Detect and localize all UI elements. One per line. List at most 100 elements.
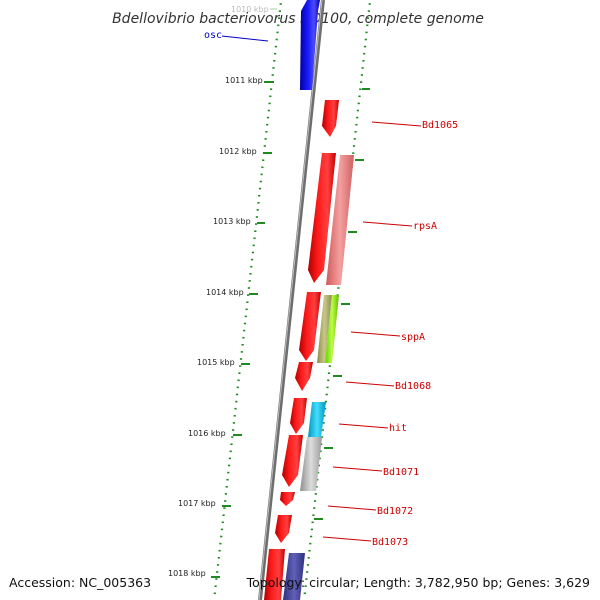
- tick-mark: [241, 344, 244, 346]
- gene-label[interactable]: Bd1073: [372, 537, 408, 548]
- gene-next-navy[interactable]: [283, 553, 305, 600]
- tick-mark: [327, 372, 331, 374]
- tick-mark: [217, 557, 220, 559]
- tick-mark: [242, 336, 245, 339]
- tick-mark: [226, 478, 229, 481]
- tick-mark: [320, 443, 323, 445]
- tick-mark: [274, 52, 277, 55]
- tick-mark: [360, 74, 363, 76]
- tick-mark: [364, 38, 367, 41]
- tick-mark: [256, 209, 259, 211]
- tick-mark: [259, 180, 262, 183]
- tick-mark: [246, 301, 249, 303]
- tick-mark: [216, 564, 220, 566]
- tick-mark: [254, 230, 257, 232]
- tick-mark: [215, 578, 218, 580]
- gene-osc[interactable]: [300, 0, 320, 90]
- tick-mark: [238, 372, 241, 374]
- tick-mark: [267, 109, 270, 112]
- tick-mark: [325, 393, 328, 396]
- tick-mark: [278, 10, 281, 12]
- tick-mark: [304, 585, 307, 587]
- tick-mark: [361, 67, 364, 69]
- gene-hit[interactable]: [290, 398, 307, 434]
- gene-label[interactable]: Bd1071: [383, 467, 419, 478]
- tick-mark: [324, 400, 327, 403]
- gene-features: [264, 0, 354, 600]
- gene-bd1065[interactable]: [322, 100, 339, 137]
- tick-mark: [367, 10, 370, 12]
- tick-mark: [214, 585, 217, 587]
- tick-mark: [220, 535, 223, 538]
- tick-mark: [249, 273, 252, 275]
- tick-mark: [265, 131, 268, 133]
- gene-label[interactable]: Bd1065: [422, 120, 458, 131]
- tick-mark: [316, 478, 319, 481]
- gene-bd1072[interactable]: [280, 492, 295, 506]
- tick-mark: [233, 415, 236, 417]
- tick-mark: [368, 3, 371, 5]
- tick-mark: [365, 31, 368, 34]
- tick-mark: [253, 237, 256, 240]
- tick-mark: [221, 521, 224, 524]
- tick-mark: [360, 81, 363, 83]
- topology-text: Topology: circular; Length: 3,782,950 bp…: [246, 575, 590, 590]
- gene-sppA-olive[interactable]: [317, 295, 332, 363]
- gene-label[interactable]: hit: [389, 423, 407, 434]
- gene-label[interactable]: rpsA: [413, 221, 437, 232]
- gene-rpsA-paralog[interactable]: [326, 155, 354, 285]
- tick-mark: [269, 95, 272, 98]
- tick-mark: [251, 258, 254, 261]
- tick-mark: [367, 17, 370, 19]
- gene-bd1073[interactable]: [275, 515, 292, 543]
- gene-rpsA[interactable]: [308, 153, 336, 283]
- tick-mark: [312, 514, 315, 516]
- left-tick-track: [213, 3, 282, 595]
- tick-mark: [315, 486, 318, 488]
- kbp-label: 1011 kbp: [225, 76, 263, 85]
- tick-mark: [234, 407, 237, 410]
- tick-mark: [255, 223, 258, 225]
- tick-mark: [317, 471, 320, 474]
- tick-mark: [216, 571, 219, 573]
- tick-mark: [264, 138, 267, 140]
- tick-mark: [260, 173, 263, 176]
- genome-backbone: [258, 0, 325, 600]
- kbp-label: 1015 kbp: [197, 358, 235, 367]
- gene-bd1068[interactable]: [295, 362, 313, 391]
- tick-mark: [356, 109, 359, 112]
- gene-hit-cyan[interactable]: [308, 402, 326, 437]
- tick-mark: [306, 571, 309, 573]
- tick-mark: [223, 507, 226, 509]
- tick-mark: [224, 493, 227, 495]
- tick-mark: [311, 521, 314, 524]
- tick-mark: [247, 287, 250, 289]
- tick-mark: [232, 422, 235, 424]
- kbp-label: 1010 kbp: [231, 5, 269, 14]
- tick-mark: [251, 251, 254, 254]
- tick-mark: [352, 152, 355, 154]
- gene-label[interactable]: Bd1072: [377, 506, 413, 517]
- right-track-major-ticks: [314, 88, 370, 520]
- gene-bd1071[interactable]: [282, 435, 303, 487]
- gene-next-red[interactable]: [264, 549, 285, 600]
- kbp-axis: 1010 kbp 1011 kbp 1012 kbp 1013 kbp 1014…: [168, 5, 269, 578]
- gene-bd1071-gray[interactable]: [300, 437, 322, 491]
- gene-label-osc[interactable]: osc: [204, 30, 222, 41]
- tick-mark: [309, 542, 312, 545]
- tick-mark: [232, 429, 235, 431]
- tick-mark: [261, 166, 264, 169]
- tick-mark: [266, 116, 270, 119]
- tick-mark: [313, 500, 317, 502]
- gene-sppA-lime[interactable]: [325, 295, 339, 363]
- gene-label[interactable]: sppA: [401, 332, 425, 343]
- tick-mark: [230, 443, 233, 445]
- genome-backbone-highlight: [258, 0, 323, 600]
- tick-mark: [228, 457, 231, 460]
- tick-mark: [258, 194, 261, 197]
- gene-label[interactable]: Bd1068: [395, 381, 431, 392]
- tick-mark: [236, 386, 239, 389]
- gene-sppA[interactable]: [299, 292, 321, 361]
- genome-title: Bdellovibrio bacteriovorus HD100, comple…: [112, 11, 484, 27]
- kbp-label: 1017 kbp: [178, 499, 216, 508]
